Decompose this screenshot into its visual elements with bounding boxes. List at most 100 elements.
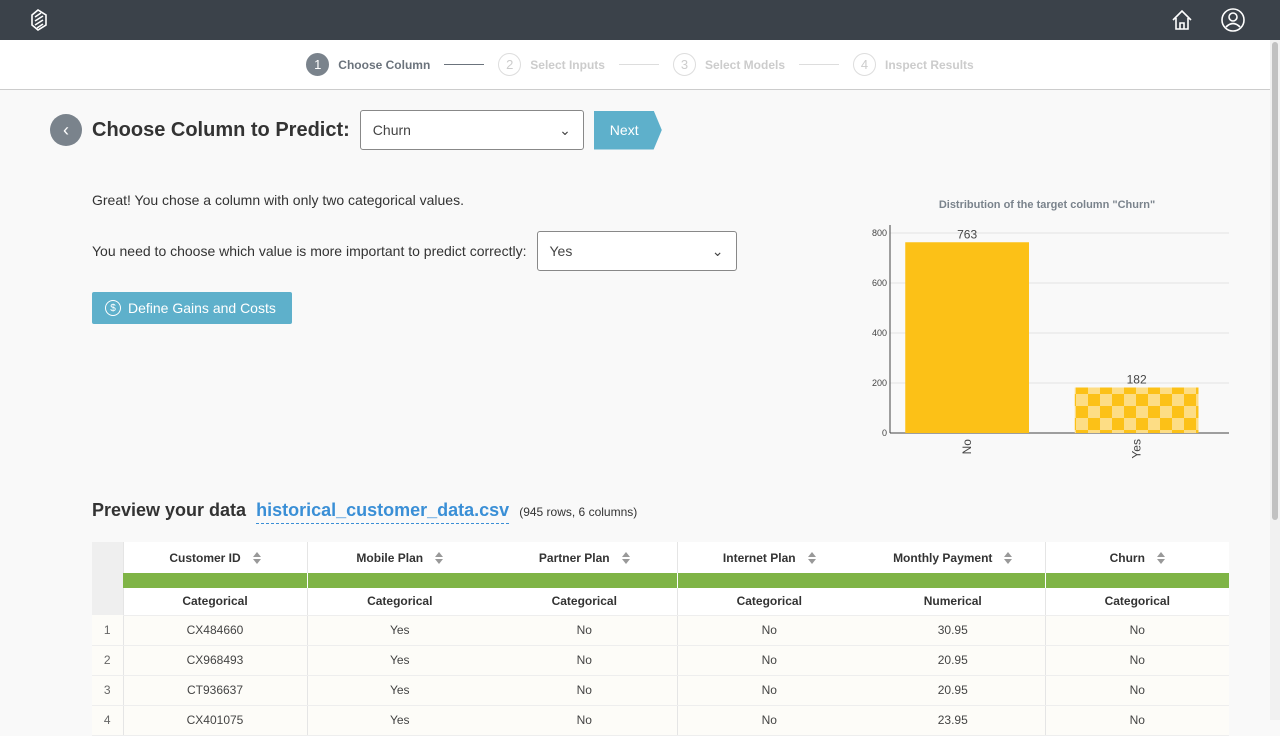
file-name-link[interactable]: historical_customer_data.csv [256,500,510,524]
step-connector [799,64,839,65]
sort-icon[interactable] [252,552,261,565]
row-number: 3 [92,675,123,706]
column-type: Categorical [676,588,861,616]
y-tick-label: 400 [872,328,887,338]
table-cell: No [676,675,861,706]
column-header-label: Customer ID [169,550,241,565]
step-number: 4 [853,53,876,76]
sort-icon[interactable] [807,552,816,565]
column-group-bar [676,573,861,588]
table-cell: 30.95 [861,615,1045,646]
table-cell: No [676,645,861,676]
column-group-bar [861,573,1045,588]
column-select[interactable]: Churn ⌄ [359,110,584,150]
back-button[interactable]: ‹ [50,114,82,146]
gains-label: Define Gains and Costs [128,300,276,316]
table-cell: No [492,615,677,646]
user-icon[interactable] [1221,8,1245,32]
data-preview-table: Customer ID Mobile Plan Partner Plan Intern… [92,542,1229,736]
table-cell: No [1044,615,1229,646]
table-row: 1 CX484660 Yes No No 30.95 No [92,615,1229,646]
important-value-select[interactable]: Yes ⌄ [536,231,737,271]
preview-header: Preview your data historical_customer_da… [92,500,637,524]
bar-no [905,242,1029,433]
sort-icon[interactable] [621,552,630,565]
column-type: Categorical [122,588,307,616]
table-cell: CX968493 [122,645,307,676]
bar-yes [1074,387,1199,433]
table-cell: No [676,615,861,646]
page-title: Choose Column to Predict: [92,118,350,141]
row-number: 4 [92,705,123,736]
home-icon[interactable] [1170,8,1194,32]
column-header[interactable]: Internet Plan [676,542,861,573]
define-gains-button[interactable]: $ Define Gains and Costs [92,292,292,324]
column-type: Categorical [1044,588,1229,616]
table-cell: No [676,705,861,736]
column-header-label: Churn [1109,550,1145,565]
column-select-value: Churn [372,122,411,138]
info-text: Great! You chose a column with only two … [92,192,464,208]
step-inspect-results[interactable]: 4 Inspect Results [853,53,974,76]
table-cell: No [492,705,677,736]
sort-icon[interactable] [435,552,444,565]
column-header[interactable]: Churn [1044,542,1229,573]
table-cell: CX484660 [122,615,307,646]
column-header-label: Monthly Payment [893,550,993,565]
row-number-header [92,542,123,615]
y-tick-label: 600 [872,278,887,288]
x-tick-label: No [960,439,974,455]
step-connector [444,64,485,65]
table-cell: No [492,645,677,676]
table-row: 4 CX401075 Yes No No 23.95 No [92,705,1229,736]
step-label: Select Models [704,57,785,72]
important-select-value: Yes [549,243,573,259]
step-label: Select Inputs [530,57,605,72]
column-type: Numerical [861,588,1045,616]
y-tick-label: 800 [872,228,887,238]
scrollbar[interactable] [1270,40,1280,720]
next-button[interactable]: Next [593,110,662,150]
chevron-down-icon: ⌄ [711,242,724,259]
table-cell: CX401075 [122,705,307,736]
column-header-label: Partner Plan [538,550,610,565]
column-type: Categorical [492,588,677,616]
table-cell: 20.95 [861,675,1045,706]
important-label: You need to choose which value is more i… [92,243,527,259]
table-row: 3 CT936637 Yes No No 20.95 No [92,675,1229,706]
column-group-bar [306,573,492,588]
x-tick-label: Yes [1130,439,1144,459]
important-row: You need to choose which value is more i… [92,231,737,271]
row-number: 1 [92,615,123,646]
step-label: Choose Column [338,57,431,72]
y-tick-label: 0 [882,428,887,438]
row-number: 2 [92,645,123,676]
step-select-models[interactable]: 3 Select Models [672,53,785,76]
column-group-bar [1044,573,1229,588]
table-cell: 20.95 [861,645,1045,676]
sort-icon[interactable] [1004,552,1013,565]
app-logo[interactable] [26,7,52,33]
step-select-inputs[interactable]: 2 Select Inputs [498,53,605,76]
table-cell: No [1044,645,1229,676]
sort-icon[interactable] [1156,552,1165,565]
table-row: 2 CX968493 Yes No No 20.95 No [92,645,1229,676]
column-header[interactable]: Monthly Payment [861,542,1045,573]
step-label: Inspect Results [885,57,974,72]
column-group-bar [492,573,677,588]
dollar-icon: $ [105,300,121,316]
column-type: Categorical [306,588,492,616]
column-group-bar [123,573,307,588]
table-cell: No [1044,675,1229,706]
column-header[interactable]: Partner Plan [492,542,677,573]
data-label: 182 [1127,373,1147,387]
step-choose-column[interactable]: 1 Choose Column [306,53,430,76]
scrollbar-thumb[interactable] [1272,42,1278,520]
table-cell: No [1044,705,1229,736]
column-header[interactable]: Mobile Plan [306,542,492,573]
column-header[interactable]: Customer ID [122,542,307,573]
chevron-down-icon: ⌄ [559,121,571,138]
table-cell: Yes [306,615,492,646]
distribution-chart: Distribution of the target column "Churn… [872,199,1229,459]
step-number: 1 [306,53,330,76]
